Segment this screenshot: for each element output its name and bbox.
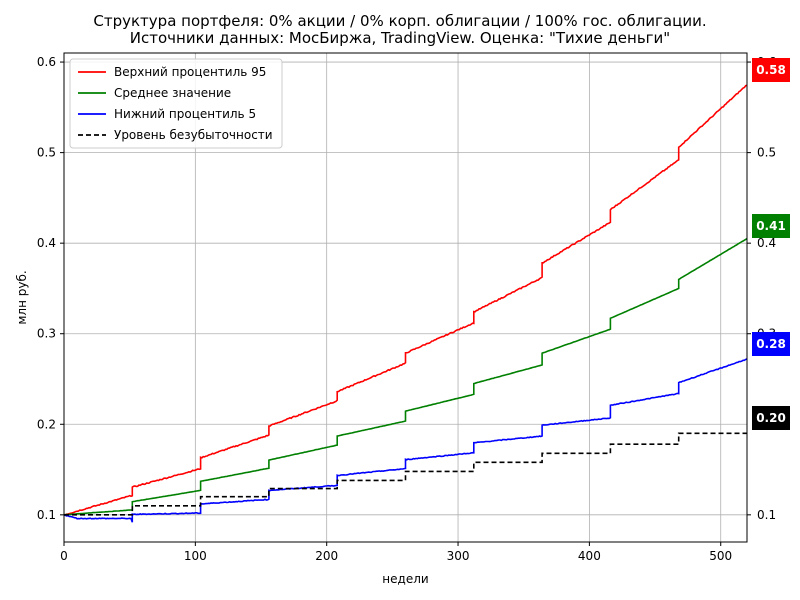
series-line-upper-95 xyxy=(63,84,748,516)
x-axis-label: недели xyxy=(382,572,428,586)
y-tick-label: 0.4 xyxy=(37,236,56,250)
value-badge xyxy=(752,214,790,238)
value-badge xyxy=(752,58,790,82)
value-badge-label: 0.41 xyxy=(756,219,786,233)
value-badge xyxy=(752,406,790,430)
legend-entry-label: Нижний процентиль 5 xyxy=(114,107,256,121)
series-line-lower-5 xyxy=(63,358,748,523)
plot-frame xyxy=(63,52,748,543)
series-line-mean xyxy=(63,237,748,516)
y-tick-label: 0.2 xyxy=(37,417,56,431)
legend: Верхний процентиль 95 Среднее значение Ниж… xyxy=(69,58,283,149)
legend-box xyxy=(69,58,283,149)
chart-title-line2: Источники данных: МосБиржа, TradingView.… xyxy=(129,29,671,47)
right-y-tick-label: 0.5 xyxy=(757,146,776,160)
x-tick-label: 0 xyxy=(60,549,68,563)
legend-entry-label: Верхний процентиль 95 xyxy=(114,65,266,79)
x-tick-label: 300 xyxy=(447,549,470,563)
x-tick-label: 500 xyxy=(709,549,732,563)
value-badge-label: 0.28 xyxy=(756,337,786,351)
x-tick-label: 400 xyxy=(578,549,601,563)
y-tick-label: 0.6 xyxy=(37,55,56,69)
value-badge-label: 0.58 xyxy=(756,63,786,77)
series-line-breakeven xyxy=(64,432,747,516)
right-y-tick-label: 0.4 xyxy=(757,236,776,250)
x-tick-label: 100 xyxy=(184,549,207,563)
y-tick-label: 0.1 xyxy=(37,508,56,522)
chart-title-line1: Структура портфеля: 0% акции / 0% корп. … xyxy=(93,12,707,30)
value-badge xyxy=(752,332,790,356)
legend-entry-label: Уровень безубыточности xyxy=(114,128,273,142)
y-tick-label: 0.3 xyxy=(37,327,56,341)
y-axis-label: млн руб. xyxy=(15,270,29,324)
x-tick-label: 200 xyxy=(315,549,338,563)
y-tick-label: 0.5 xyxy=(37,146,56,160)
right-y-tick-label: 0.1 xyxy=(757,508,776,522)
value-badge-label: 0.20 xyxy=(756,411,786,425)
legend-entry-label: Среднее значение xyxy=(114,86,231,100)
